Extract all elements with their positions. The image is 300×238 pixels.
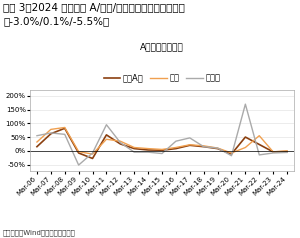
全部A股 — [132, 147, 136, 150]
Line: 非金融: 非金融 — [37, 104, 287, 165]
金融 — [244, 146, 247, 149]
全部A股 — [35, 145, 39, 148]
金融 — [202, 144, 206, 147]
非金融 — [132, 151, 136, 154]
非金融 — [35, 134, 39, 137]
非金融 — [202, 145, 206, 148]
全部A股 — [257, 143, 261, 146]
全部A股 — [202, 145, 206, 148]
全部A股 — [105, 134, 108, 136]
金融 — [91, 153, 94, 155]
金融 — [188, 143, 192, 146]
金融 — [35, 141, 39, 144]
金融 — [77, 150, 80, 153]
金融 — [174, 146, 178, 149]
金融 — [160, 148, 164, 151]
Legend: 全部A股, 金融, 非金融: 全部A股, 金融, 非金融 — [100, 70, 224, 86]
金融 — [132, 146, 136, 149]
全部A股 — [118, 143, 122, 145]
非金融 — [244, 103, 247, 106]
金融 — [118, 140, 122, 143]
金融 — [257, 134, 261, 137]
非金融 — [257, 154, 261, 156]
Text: 为-3.0%/0.1%/-5.5%）: 为-3.0%/0.1%/-5.5%） — [3, 17, 109, 27]
Line: 金融: 金融 — [37, 128, 287, 154]
非金融 — [188, 136, 192, 139]
全部A股 — [188, 144, 192, 147]
全部A股 — [244, 136, 247, 139]
金融 — [49, 128, 52, 131]
金融 — [230, 152, 233, 154]
全部A股 — [91, 157, 94, 160]
Text: 图表 3：2024 上半年全 A/金融/非金融盈利累计同比分别: 图表 3：2024 上半年全 A/金融/非金融盈利累计同比分别 — [3, 2, 185, 12]
全部A股 — [216, 147, 219, 150]
金融 — [272, 150, 275, 153]
全部A股 — [160, 149, 164, 152]
非金融 — [285, 151, 289, 154]
全部A股 — [63, 127, 67, 130]
金融 — [146, 147, 150, 150]
全部A股 — [146, 149, 150, 151]
金融 — [63, 126, 67, 129]
非金融 — [230, 154, 233, 157]
非金融 — [174, 140, 178, 143]
非金融 — [272, 152, 275, 154]
非金融 — [63, 133, 67, 136]
全部A股 — [49, 132, 52, 135]
非金融 — [49, 132, 52, 134]
非金融 — [105, 123, 108, 126]
全部A股 — [285, 150, 289, 153]
非金融 — [160, 152, 164, 155]
非金融 — [146, 151, 150, 154]
Text: A股盈利累计增速: A股盈利累计增速 — [140, 43, 184, 52]
非金融 — [216, 147, 219, 149]
Line: 全部A股: 全部A股 — [37, 128, 287, 159]
Text: 资料来源：Wind，中金公司研究部: 资料来源：Wind，中金公司研究部 — [3, 229, 76, 236]
全部A股 — [230, 153, 233, 155]
全部A股 — [174, 147, 178, 150]
全部A股 — [272, 150, 275, 153]
非金融 — [118, 141, 122, 144]
非金融 — [77, 164, 80, 166]
金融 — [285, 149, 289, 152]
金融 — [216, 147, 219, 149]
非金融 — [91, 152, 94, 154]
金融 — [105, 138, 108, 141]
全部A股 — [77, 152, 80, 154]
